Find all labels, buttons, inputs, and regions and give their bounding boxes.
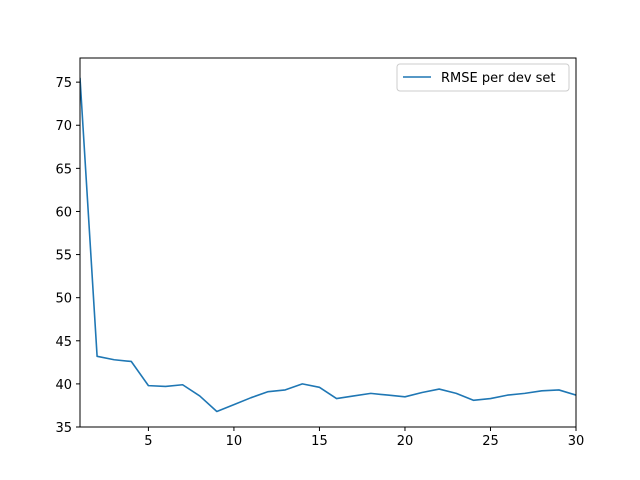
plot-series (80, 77, 576, 413)
y-tick-label: 35 (55, 421, 72, 436)
y-tick-label: 55 (55, 249, 72, 264)
legend-label: RMSE per dev set (441, 71, 556, 86)
plot-frame (79, 57, 577, 428)
y-tick-label: 75 (55, 76, 72, 91)
legend-box (396, 63, 570, 92)
x-tick-label: 20 (397, 434, 414, 449)
legend: RMSE per dev set (396, 63, 570, 92)
y-tick-label: 45 (55, 335, 72, 350)
axis-ticks: 5 10 15 20 25 30 35 40 45 50 55 60 65 70 75 (55, 76, 584, 449)
x-tick-label: 25 (482, 434, 499, 449)
y-tick-label: 70 (55, 119, 72, 134)
series-line (80, 77, 576, 413)
y-tick-label: 40 (55, 378, 72, 393)
x-tick-label: 5 (144, 434, 152, 449)
x-tick-label: 15 (311, 434, 328, 449)
x-tick-label: 10 (226, 434, 243, 449)
y-tick-label: 65 (55, 162, 72, 177)
y-tick-label: 60 (55, 205, 72, 220)
y-tick-label: 50 (55, 292, 72, 307)
x-tick-label: 30 (568, 434, 585, 449)
